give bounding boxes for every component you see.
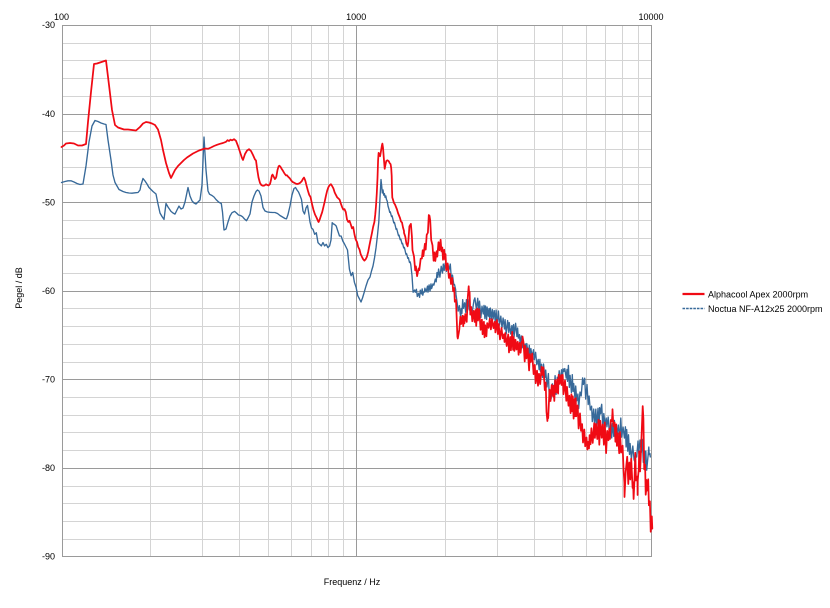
svg-text:-30: -30 (42, 20, 55, 30)
svg-text:-50: -50 (42, 197, 55, 207)
svg-text:Alphacool Apex 2000rpm: Alphacool Apex 2000rpm (708, 290, 808, 300)
svg-text:100: 100 (54, 12, 69, 22)
svg-text:1000: 1000 (346, 12, 366, 22)
svg-text:-40: -40 (42, 109, 55, 119)
svg-text:-60: -60 (42, 286, 55, 296)
svg-text:Frequenz / Hz: Frequenz / Hz (324, 577, 381, 587)
svg-text:-80: -80 (42, 463, 55, 473)
svg-text:-90: -90 (42, 552, 55, 562)
svg-text:Pegel / dB: Pegel / dB (14, 267, 24, 309)
svg-text:-70: -70 (42, 375, 55, 385)
svg-text:10000: 10000 (638, 12, 663, 22)
svg-text:Noctua NF-A12x25 2000rpm: Noctua NF-A12x25 2000rpm (708, 304, 823, 314)
